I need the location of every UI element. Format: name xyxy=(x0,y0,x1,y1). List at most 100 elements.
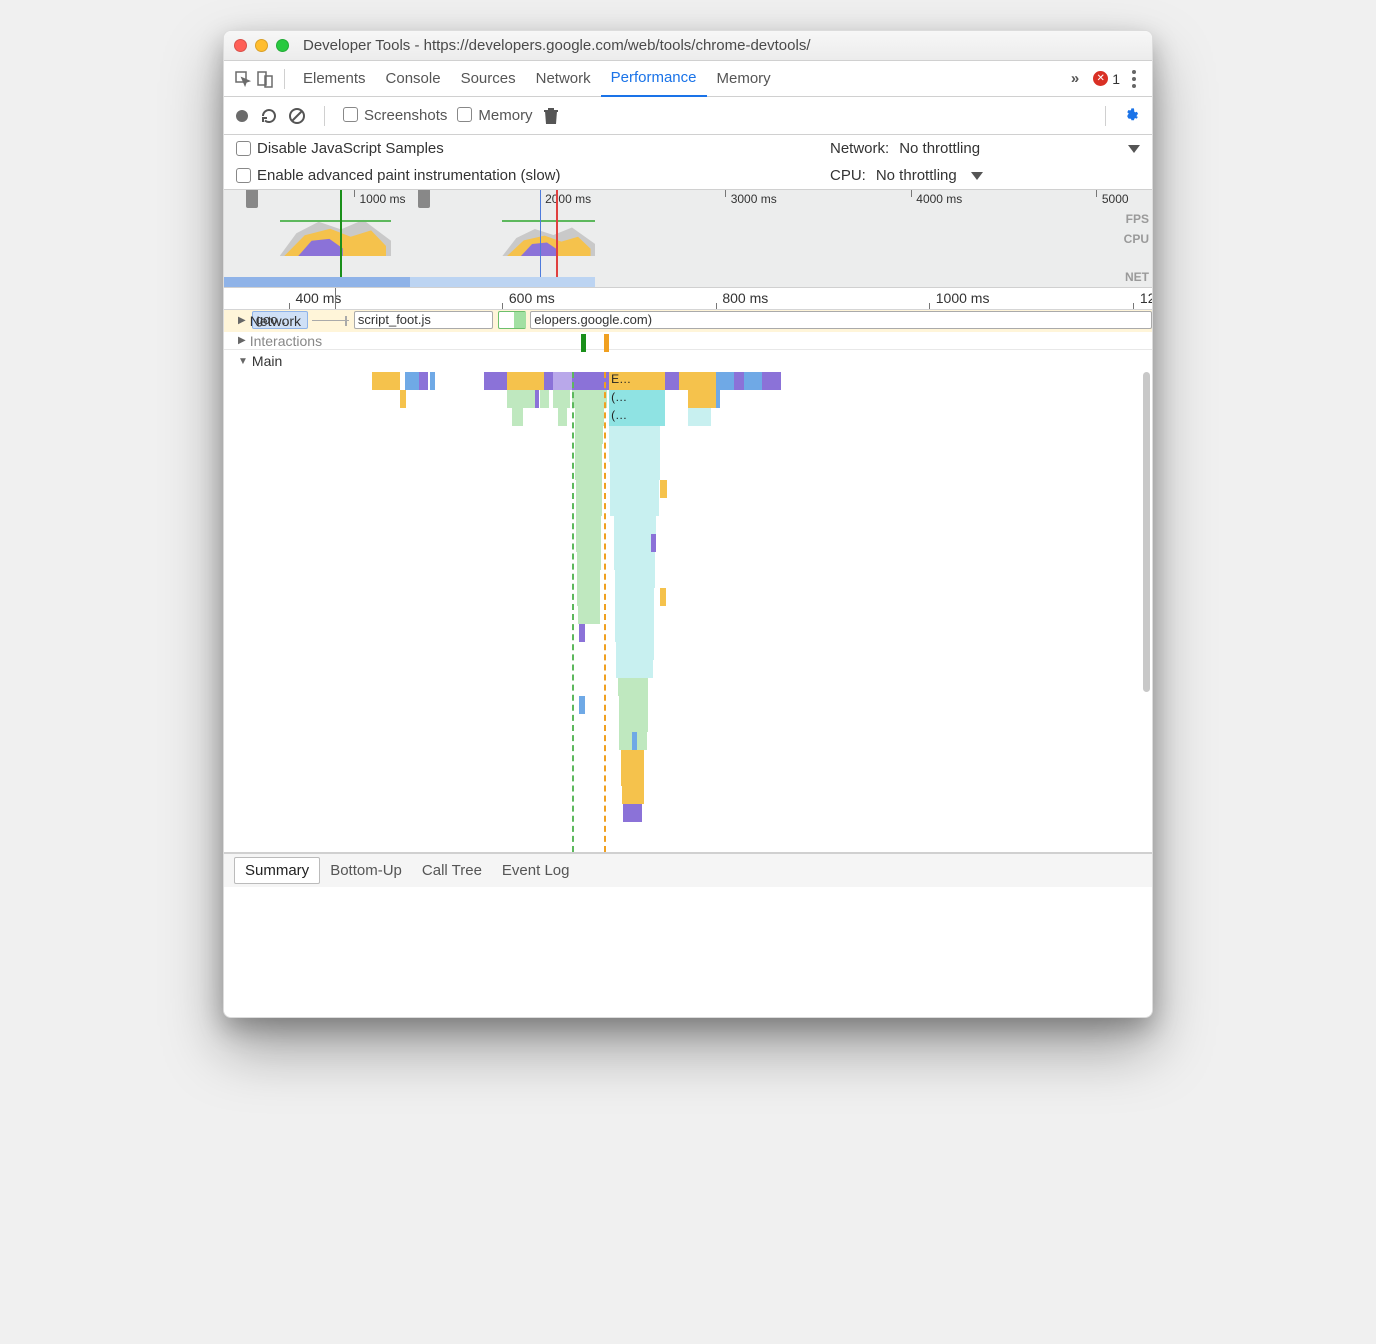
flame-frame[interactable] xyxy=(577,570,600,588)
screenshots-checkbox[interactable]: Screenshots xyxy=(343,107,447,124)
window-minimize-button[interactable] xyxy=(255,39,268,52)
flame-frame[interactable] xyxy=(419,372,428,390)
flame-frame[interactable] xyxy=(679,372,716,390)
flame-chart[interactable]: E…(…(… xyxy=(224,372,1152,852)
more-options-button[interactable] xyxy=(1124,66,1144,92)
flame-frame[interactable] xyxy=(544,372,553,390)
overview-handle[interactable] xyxy=(418,190,430,208)
flame-frame[interactable] xyxy=(615,588,655,606)
flame-frame[interactable] xyxy=(615,624,653,642)
window-close-button[interactable] xyxy=(234,39,247,52)
clear-button[interactable] xyxy=(288,107,306,125)
details-tab-summary[interactable]: Summary xyxy=(234,857,320,884)
flame-frame[interactable] xyxy=(575,408,605,426)
flame-frame[interactable] xyxy=(577,552,601,570)
flame-frame[interactable] xyxy=(651,534,656,552)
flame-frame[interactable] xyxy=(535,390,539,408)
flame-frame[interactable] xyxy=(665,372,679,390)
inspect-icon[interactable] xyxy=(232,70,254,88)
flame-frame[interactable] xyxy=(744,372,763,390)
flame-frame[interactable] xyxy=(558,408,567,426)
flame-frame[interactable] xyxy=(430,372,435,390)
flame-frame[interactable] xyxy=(621,750,644,768)
flame-frame[interactable] xyxy=(579,624,585,642)
flame-frame[interactable] xyxy=(716,372,735,390)
network-track[interactable]: goo…script_foot.jselopers.google.com) ▶N… xyxy=(224,310,1152,332)
flame-frame[interactable] xyxy=(512,408,523,426)
flame-frame[interactable] xyxy=(575,444,602,462)
tab-sources[interactable]: Sources xyxy=(451,61,526,97)
network-throttle-select[interactable]: No throttling xyxy=(899,140,980,157)
flame-frame[interactable] xyxy=(616,642,654,660)
flame-frame[interactable] xyxy=(575,462,602,480)
flame-frame[interactable] xyxy=(576,498,602,516)
flame-frame[interactable] xyxy=(610,462,660,480)
scrollbar[interactable] xyxy=(1143,372,1150,692)
flame-frame[interactable] xyxy=(372,372,400,390)
details-tab-bottom-up[interactable]: Bottom-Up xyxy=(320,858,412,883)
flame-frame[interactable] xyxy=(578,606,600,624)
cpu-throttle-select[interactable]: No throttling xyxy=(876,167,957,184)
flame-frame[interactable] xyxy=(619,696,648,714)
tab-memory[interactable]: Memory xyxy=(707,61,781,97)
flame-frame[interactable] xyxy=(405,372,419,390)
flame-frame[interactable] xyxy=(507,372,544,390)
flame-frame[interactable] xyxy=(614,516,656,534)
flame-frame[interactable] xyxy=(614,552,655,570)
record-button[interactable] xyxy=(234,108,250,124)
capture-settings-button[interactable] xyxy=(1124,107,1142,125)
flame-frame[interactable] xyxy=(577,588,600,606)
flame-frame[interactable] xyxy=(619,714,648,732)
details-tab-call-tree[interactable]: Call Tree xyxy=(412,858,492,883)
memory-checkbox[interactable]: Memory xyxy=(457,107,532,124)
flame-frame[interactable] xyxy=(400,390,406,408)
flame-frame[interactable] xyxy=(609,444,659,462)
flame-frame[interactable] xyxy=(618,678,648,696)
flame-frame[interactable] xyxy=(540,390,549,408)
main-track-header[interactable]: ▼Main xyxy=(224,350,1152,372)
overview-handle[interactable] xyxy=(246,190,258,208)
tab-network[interactable]: Network xyxy=(526,61,601,97)
flame-frame[interactable] xyxy=(660,588,666,606)
flame-frame[interactable] xyxy=(622,786,644,804)
flame-frame[interactable] xyxy=(572,390,607,408)
flame-frame[interactable] xyxy=(762,372,781,390)
flame-frame[interactable] xyxy=(615,570,655,588)
flame-frame[interactable] xyxy=(734,372,743,390)
flame-frame[interactable] xyxy=(609,426,660,444)
enable-paint-checkbox[interactable]: Enable advanced paint instrumentation (s… xyxy=(236,167,561,184)
tab-elements[interactable]: Elements xyxy=(293,61,376,97)
flame-frame[interactable] xyxy=(610,498,659,516)
flame-frame[interactable] xyxy=(623,804,642,822)
flame-frame[interactable] xyxy=(507,390,535,408)
flame-frame[interactable] xyxy=(576,516,601,534)
flame-frame[interactable]: (… xyxy=(609,390,665,408)
flame-frame[interactable] xyxy=(621,768,644,786)
flame-frame[interactable] xyxy=(660,480,666,498)
detail-ruler[interactable]: 400 ms600 ms800 ms1000 ms120 xyxy=(224,288,1152,310)
flame-frame[interactable] xyxy=(553,372,572,390)
network-request[interactable]: elopers.google.com) xyxy=(530,311,1152,329)
flame-frame[interactable] xyxy=(616,660,653,678)
garbage-button[interactable] xyxy=(543,107,559,125)
flame-frame[interactable] xyxy=(610,480,659,498)
flame-frame[interactable] xyxy=(576,534,600,552)
flame-frame[interactable]: (… xyxy=(609,408,665,426)
tab-console[interactable]: Console xyxy=(376,61,451,97)
flame-frame[interactable] xyxy=(575,426,603,444)
flame-frame[interactable] xyxy=(553,390,570,408)
timeline-overview[interactable]: 1000 ms2000 ms3000 ms4000 ms5000 FPS CPU… xyxy=(224,190,1152,288)
reload-button[interactable] xyxy=(260,107,278,125)
device-toggle-icon[interactable] xyxy=(254,70,276,88)
window-zoom-button[interactable] xyxy=(276,39,289,52)
flame-frame[interactable] xyxy=(484,372,507,390)
flame-frame[interactable] xyxy=(716,390,721,408)
interactions-track[interactable]: ▶Interactions xyxy=(224,332,1152,350)
flame-frame[interactable] xyxy=(615,606,654,624)
error-badge[interactable]: ✕ 1 xyxy=(1089,71,1124,87)
flame-frame[interactable] xyxy=(688,390,716,408)
flame-frame[interactable] xyxy=(576,480,602,498)
flame-frame[interactable] xyxy=(579,696,585,714)
flame-frame[interactable] xyxy=(688,408,711,426)
flame-frame[interactable] xyxy=(614,534,655,552)
